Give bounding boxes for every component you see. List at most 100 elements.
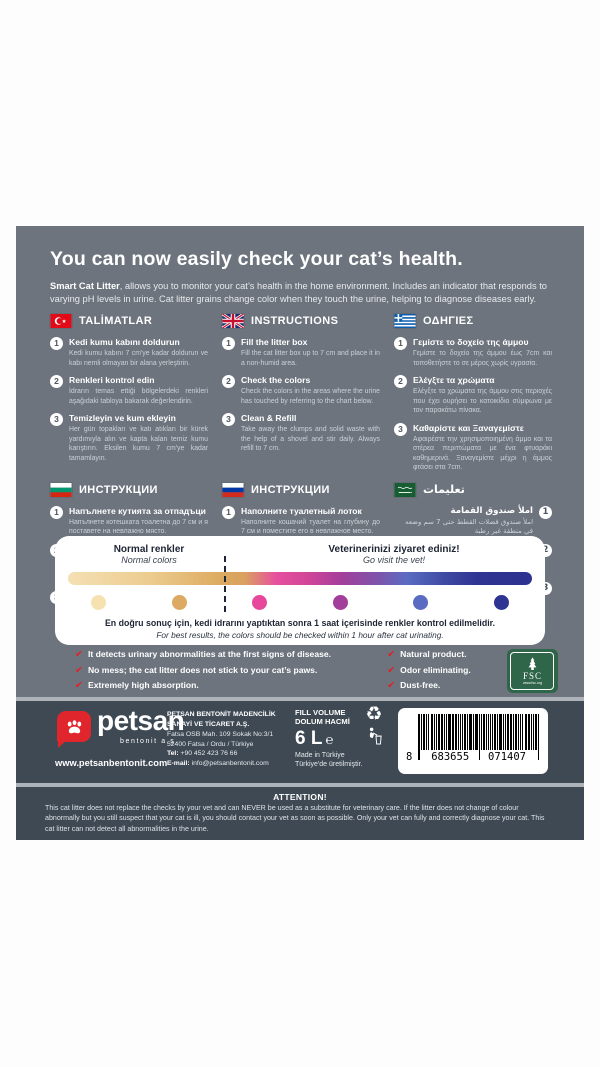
barcode-digits: 8 683655 071407 <box>406 750 540 763</box>
step-body: Напълнете котешката тоалетна до 7 см и я… <box>69 518 208 536</box>
step-title: Ελέγξτε τα χρώματα <box>413 375 495 386</box>
fill-volume-label-tr: DOLUM HACMİ <box>295 717 350 727</box>
indicator-dot <box>171 595 187 610</box>
check-icon <box>75 649 83 660</box>
indicator-dot <box>413 595 429 610</box>
vet-colors-title: Veterinerinizi ziyaret ediniz! <box>328 544 460 555</box>
main-panel: You can now easily check your cat’s heal… <box>16 226 584 840</box>
section-title: ΟΔΗΓΙΕΣ <box>423 315 474 327</box>
indicator-dot <box>493 595 509 610</box>
step-body: Fill the cat litter box up to 7 cm and p… <box>241 350 380 367</box>
divider <box>16 783 584 787</box>
step-number: 3 <box>222 413 235 427</box>
brand-subtitle: bentonit a.ş. <box>120 738 179 745</box>
brand-name: petsan <box>97 705 185 736</box>
bulgaria-flag-icon <box>50 482 72 497</box>
step-body: Γεμίστε το δοχείο της άμμου έως 7cm και … <box>413 350 552 367</box>
step-title: Fill the litter box <box>241 337 308 347</box>
divider <box>16 697 584 701</box>
step-number: 3 <box>50 413 63 427</box>
indicator-dot <box>332 595 348 610</box>
estimated-sign: ℮ <box>325 731 334 747</box>
tel-value: +90 452 423 76 66 <box>180 750 238 758</box>
step-body: Ελέγξτε τα χρώματα της άμμου στις περιοχ… <box>413 388 552 415</box>
feature-item: No mess; the cat litter does not stick t… <box>75 665 387 676</box>
fsc-tree-icon <box>528 656 537 670</box>
section-title: INSTRUCTIONS <box>251 315 339 327</box>
color-indicator-chart: Normal renkler Normal colors Veterinerin… <box>55 536 545 645</box>
company-info: PETSAN BENTONİT MADENCİLİK SANAYİ VE TİC… <box>167 710 303 769</box>
threshold-dashed-line <box>224 556 226 612</box>
feature-text: It detects urinary abnormalities at the … <box>87 649 332 659</box>
step: 1 Kedi kumu kabını doldurun Kedi kumu kabı… <box>50 337 208 368</box>
step-title: Напълнете кутията за отпадъци <box>69 505 206 516</box>
step: 1 Γεμίστε το δοχείο της άμμου Γεμίστε το δ… <box>394 337 552 368</box>
attention-band: ATTENTION! This cat litter does not repl… <box>16 787 584 840</box>
step-title: املأ صندوق القمامة <box>450 505 533 516</box>
eco-icons: ♻ <box>361 705 387 751</box>
company-address1: Fatsa OSB Mah. 109 Sokak No:3/1 <box>167 730 274 738</box>
section-header: TALİMATLAR <box>50 314 208 328</box>
check-icon <box>75 665 83 676</box>
page-subtitle: Smart Cat Litter, allows you to monitor … <box>50 280 552 306</box>
tidyman-disposal-icon <box>361 727 387 751</box>
step-title: Temizleyin ve kum ekleyin <box>69 413 176 424</box>
feature-text: Odor eliminating. <box>400 664 471 675</box>
step-body: Kedi kumu kabını 7 cm'ye kadar doldurun … <box>69 350 208 367</box>
recycling-icon: ♻ <box>365 704 383 725</box>
email-value: info@petsanbentonit.com <box>191 760 269 768</box>
instructions-section-turkish: TALİMATLAR 1 Kedi kumu kabını doldurun Ked… <box>50 314 222 480</box>
subtitle-text: , allows you to monitor your cat’s healt… <box>50 281 547 304</box>
paw-icon <box>67 719 81 733</box>
step-title: Clean & Refill <box>241 413 297 424</box>
made-in-tr: Türkiye'de üretilmiştir. <box>295 761 363 769</box>
barcode-first-digit: 8 <box>406 751 413 763</box>
step-number: 1 <box>394 337 407 350</box>
step-number: 2 <box>222 375 235 389</box>
color-gradient-bar <box>68 572 532 585</box>
instructions-section-english: INSTRUCTIONS 1 Fill the litter box Fill th… <box>222 314 394 480</box>
check-icon <box>387 665 395 676</box>
barcode-group1: 683655 <box>431 751 470 763</box>
feature-column-right: Natural product. Odor eliminating. Dust-… <box>387 649 507 696</box>
section-header: ΟΔΗΓΙΕΣ <box>394 314 552 328</box>
company-name-line2: SANAYİ VE TİCARET A.Ş. <box>167 720 250 728</box>
feature-text: No mess; the cat litter does not stick t… <box>87 664 318 675</box>
step-number: 2 <box>394 375 407 389</box>
step-number: 1 <box>222 505 235 519</box>
step: 1 Напълнете кутията за отпадъци Напълнете … <box>50 505 208 537</box>
attention-title: ATTENTION! <box>273 792 327 802</box>
tel-label: Tel: <box>167 750 179 758</box>
feature-item: It detects urinary abnormalities at the … <box>75 649 387 660</box>
company-address2: 52400 Fatsa / Ordu / Türkiye <box>167 740 254 748</box>
company-email: E-mail: info@petsanbentonit.com <box>167 759 303 769</box>
section-header: تعليمات <box>394 482 552 497</box>
indicator-dots <box>91 595 509 610</box>
feature-item: Natural product. <box>387 649 507 660</box>
fill-volume-value: 6 L <box>295 727 323 749</box>
step-number: 1 <box>50 337 63 350</box>
step-body: Наполните кошачий туалет на глубину до 7… <box>241 518 380 536</box>
step-number: 2 <box>50 375 63 389</box>
step-body: Αφαιρέστε την χρησιμοποιημένη άμμο και τ… <box>413 435 552 472</box>
feature-column-left: It detects urinary abnormalities at the … <box>75 649 387 696</box>
step: 1 Наполните туалетный лоток Наполните коша… <box>222 505 380 537</box>
step-title: Renkleri kontrol edin <box>69 375 155 386</box>
brand-website: www.petsanbentonit.com <box>55 758 168 768</box>
step: 1 Fill the litter box Fill the cat litter … <box>222 337 380 368</box>
feature-item: Dust-free. <box>387 680 507 691</box>
step-number: 1 <box>539 505 552 519</box>
check-icon <box>75 680 83 691</box>
section-title: TALİMATLAR <box>79 315 153 327</box>
step: 2 Ελέγξτε τα χρώματα Ελέγξτε τα χρώματα τη… <box>394 375 552 416</box>
feature-item: Extremely high absorption. <box>75 680 387 691</box>
turkey-flag-icon <box>50 314 72 328</box>
section-header: ИНСТРУКЦИИ <box>50 482 208 497</box>
step: 1 املأ صندوق القمامة املأ صندوق فضلات القط… <box>394 505 552 537</box>
vet-colors-subtitle: Go visit the vet! <box>362 555 426 565</box>
attention-body: This cat litter does not replace the che… <box>45 804 545 833</box>
step-number: 3 <box>394 422 407 436</box>
barcode-bars <box>418 714 540 760</box>
feature-text: Extremely high absorption. <box>87 680 199 690</box>
